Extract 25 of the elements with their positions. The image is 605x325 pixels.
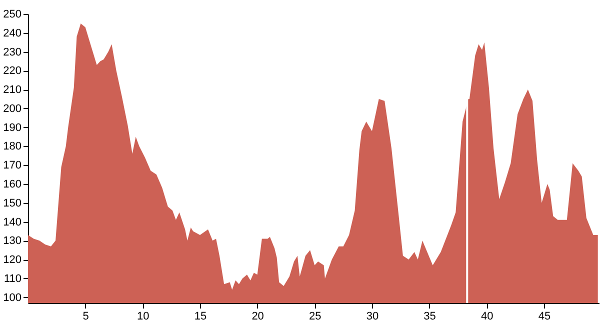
y-tick-label: 170 [3, 160, 22, 172]
y-tick-label: 240 [3, 27, 22, 40]
y-tick-label: 160 [3, 178, 22, 190]
y-tick-label: 180 [3, 140, 22, 153]
y-tick-label: 230 [3, 46, 22, 58]
x-tick-label: 20 [252, 310, 264, 322]
y-tick-label: 120 [3, 254, 22, 266]
y-tick-label: 190 [3, 122, 22, 134]
y-tick-label: 130 [3, 235, 22, 248]
y-tick-label: 150 [3, 197, 22, 210]
y-tick-label: 210 [3, 84, 22, 96]
x-tick-label: 30 [366, 310, 379, 322]
x-tick-label: 5 [82, 310, 89, 322]
x-tick-label: 10 [137, 310, 150, 322]
x-tick-label: 40 [481, 310, 494, 322]
x-tick-label: 25 [309, 310, 322, 322]
y-tick-label: 220 [3, 65, 22, 78]
y-tick-label: 140 [3, 216, 22, 228]
y-tick-label: 250 [3, 8, 22, 20]
x-tick-label: 35 [424, 310, 436, 322]
y-tick-label: 100 [3, 292, 22, 304]
x-tick-label: 15 [194, 310, 207, 322]
x-tick-label: 45 [538, 310, 551, 322]
y-tick-label: 200 [3, 102, 22, 115]
y-tick-label: 110 [4, 272, 22, 285]
